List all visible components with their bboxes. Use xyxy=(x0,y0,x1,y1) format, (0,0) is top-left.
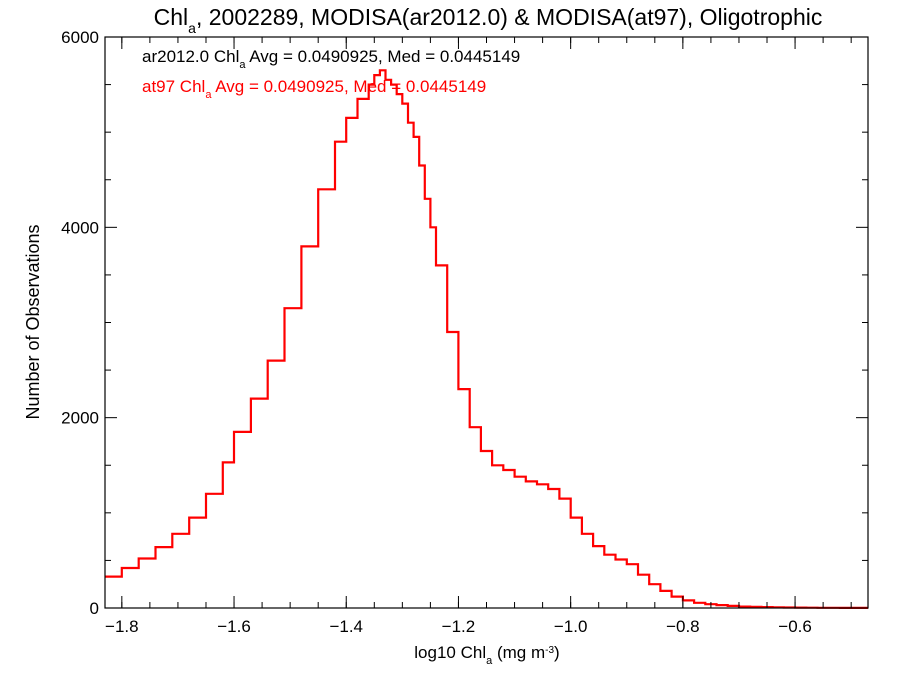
plot-series xyxy=(105,69,868,609)
chart-title-subscript: a xyxy=(188,20,196,36)
x-axis-label-subscript: a xyxy=(486,655,493,667)
x-axis-label: log10 Chla (mg m-3) xyxy=(414,643,559,667)
x-axis-label-superscript: -3 xyxy=(545,645,554,656)
series-line xyxy=(105,69,868,609)
x-axis-label-units: (mg m xyxy=(492,643,545,662)
y-axis-label: Number of Observations xyxy=(23,224,43,419)
x-axis-label-main: log10 Chl xyxy=(414,643,486,662)
y-tick-label: 0 xyxy=(90,599,99,618)
annotation-at97: at97 Chla Avg = 0.0490925, Med = 0.04451… xyxy=(142,77,486,101)
chart-title-main: Chl xyxy=(154,4,189,30)
x-tick-label: −1.2 xyxy=(442,617,476,636)
annotation-ar2012-stats: Avg = 0.0490925, Med = 0.0445149 xyxy=(245,47,520,66)
annotation-at97-subscript: a xyxy=(205,89,212,101)
annotation-ar2012: ar2012.0 Chla Avg = 0.0490925, Med = 0.0… xyxy=(142,47,520,71)
chart-title: Chla, 2002289, MODISA(ar2012.0) & MODISA… xyxy=(154,4,823,36)
x-axis: −1.8 −1.6 −1.4 −1.2 −1.0 −0.8 −0.6 xyxy=(105,37,852,636)
x-tick-label: −1.8 xyxy=(105,617,139,636)
annotation-ar2012-subscript: a xyxy=(239,59,246,71)
x-axis-label-close: ) xyxy=(554,643,560,662)
x-tick-label: −0.8 xyxy=(666,617,700,636)
x-tick-label: −1.6 xyxy=(217,617,251,636)
annotation-at97-main: at97 Chl xyxy=(142,77,205,96)
x-tick-label: −1.0 xyxy=(554,617,588,636)
plot-frame xyxy=(104,36,869,609)
annotation-ar2012-main: ar2012.0 Chl xyxy=(142,47,239,66)
y-tick-label: 4000 xyxy=(61,218,99,237)
y-axis: 0 2000 4000 6000 xyxy=(61,28,868,618)
y-tick-label: 6000 xyxy=(61,28,99,47)
x-tick-label: −1.4 xyxy=(329,617,363,636)
chart-title-rest: , 2002289, MODISA(ar2012.0) & MODISA(at9… xyxy=(196,4,822,30)
x-tick-label: −0.6 xyxy=(778,617,812,636)
annotation-at97-stats: Avg = 0.0490925, Med = 0.0445149 xyxy=(211,77,486,96)
y-tick-label: 2000 xyxy=(61,409,99,428)
